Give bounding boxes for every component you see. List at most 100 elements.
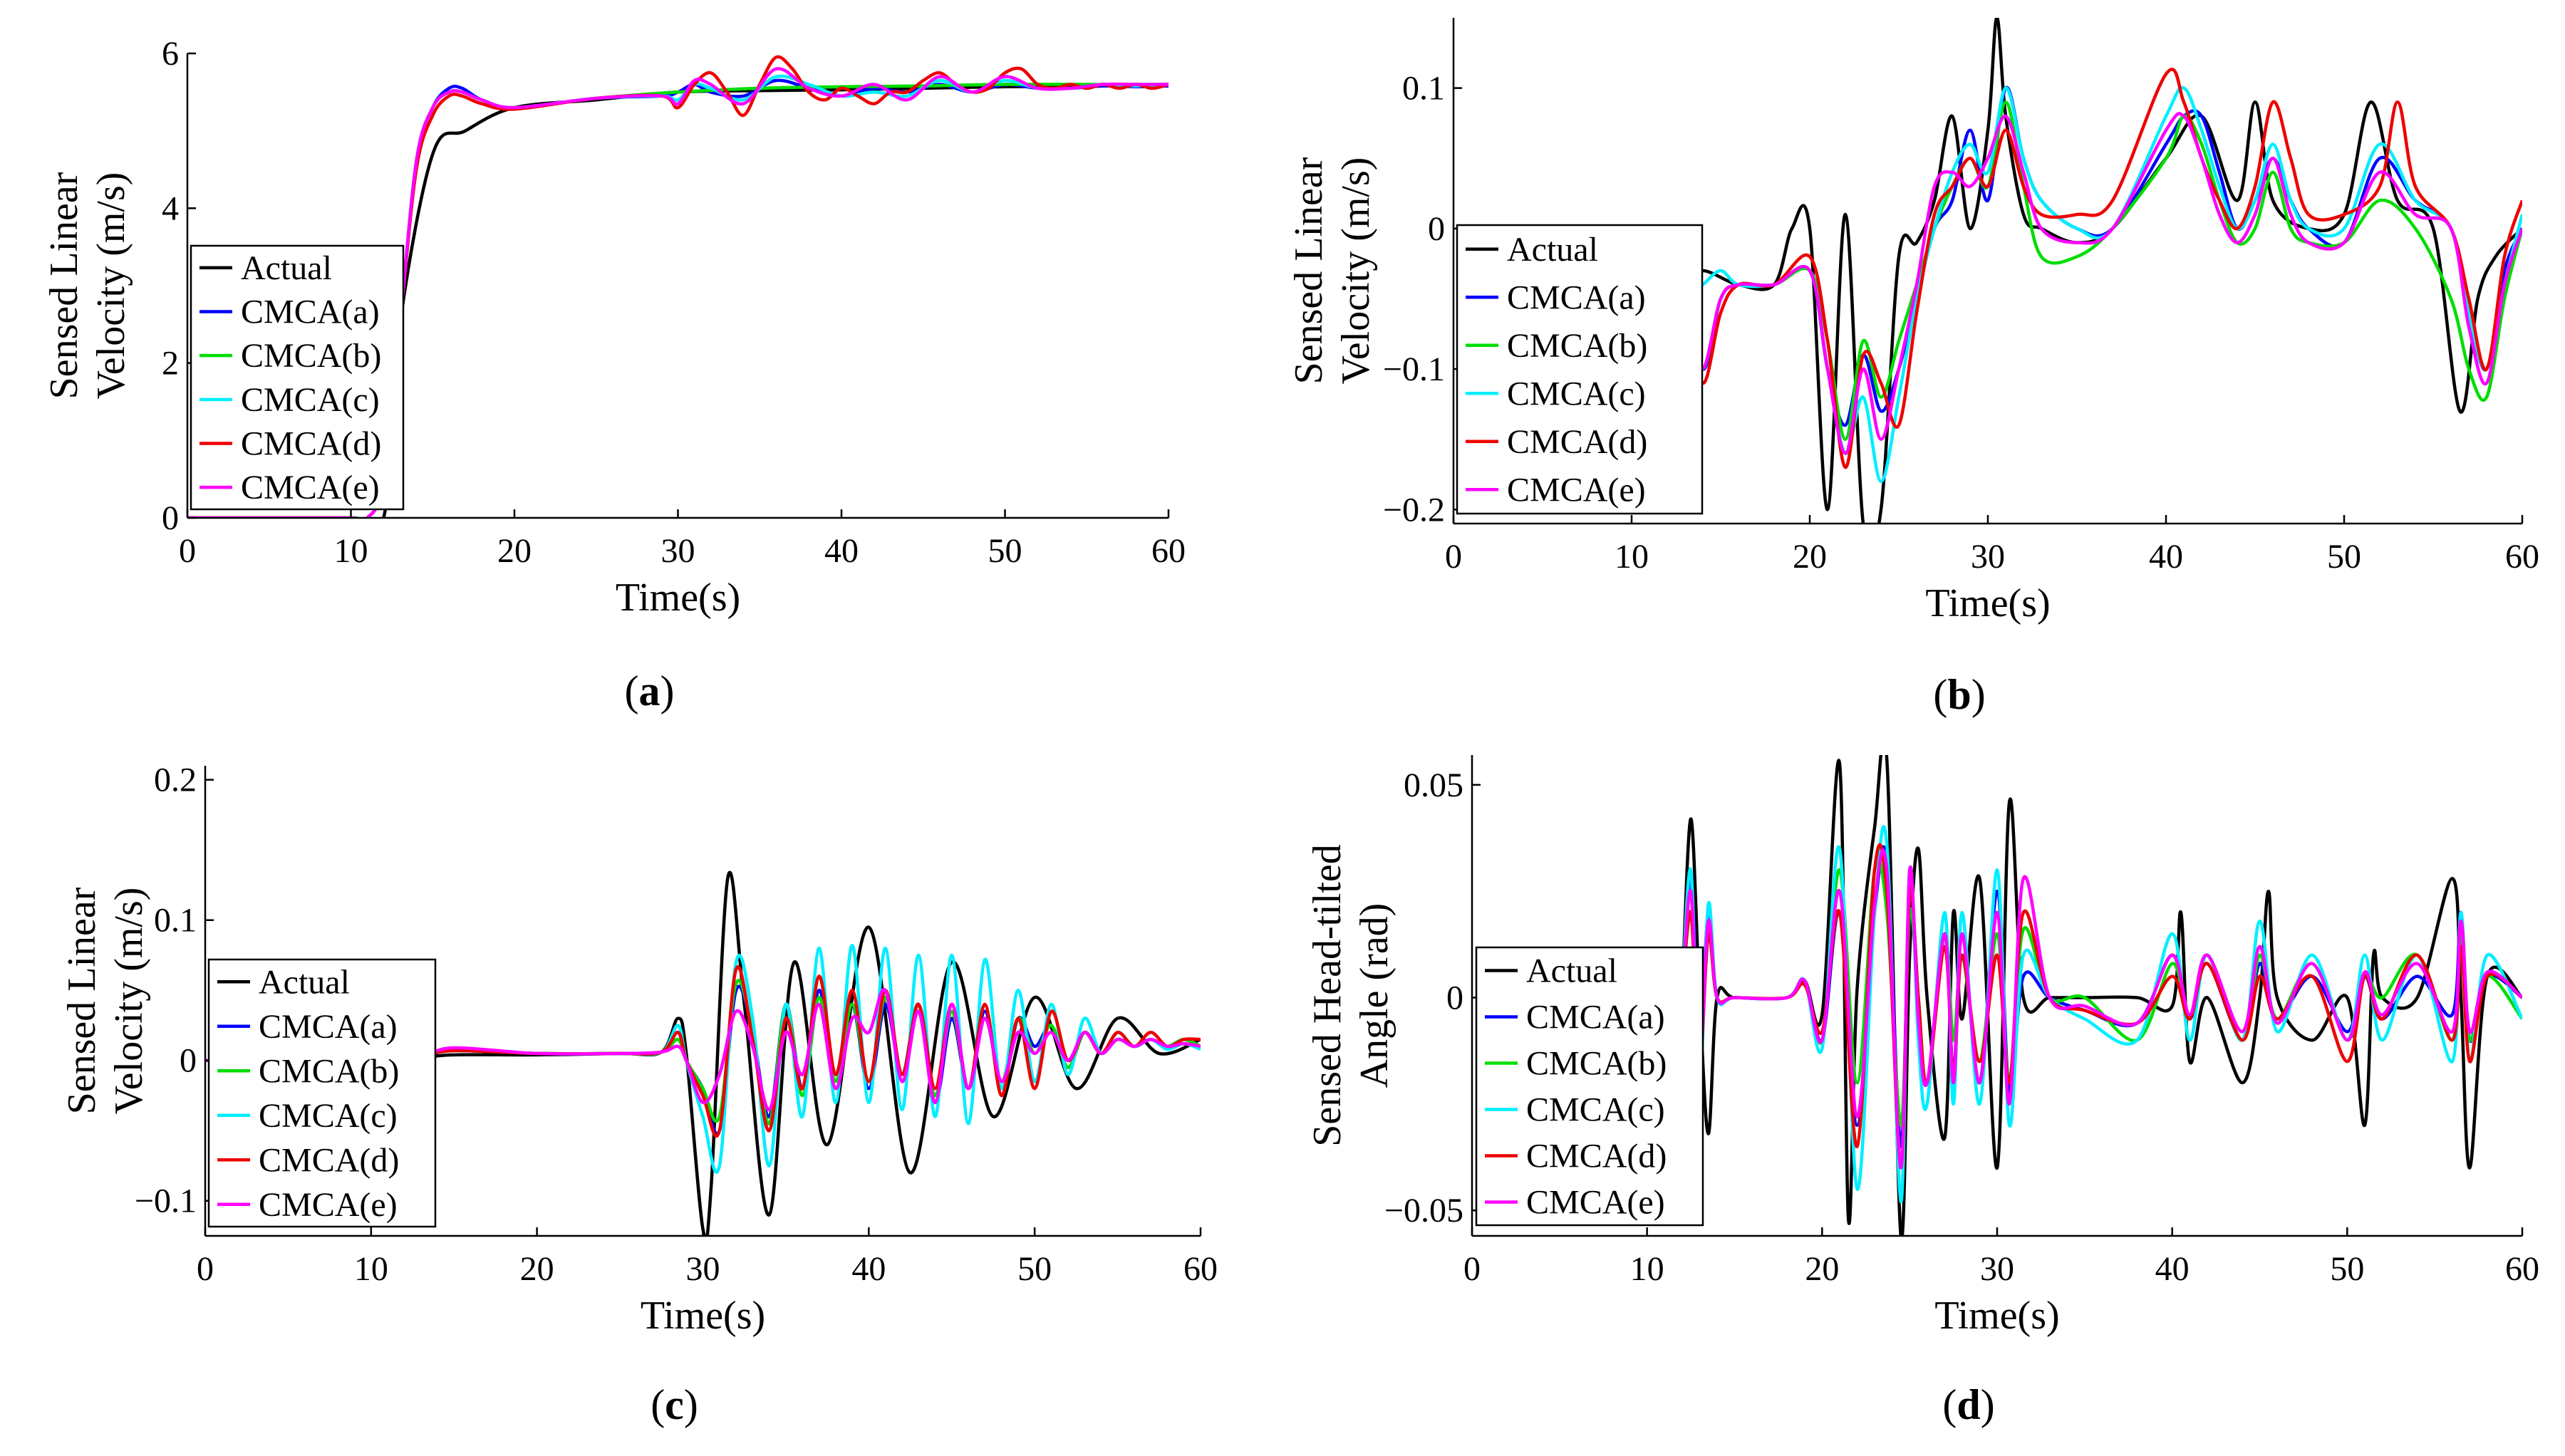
x-tick-label: 50 xyxy=(1017,1250,1052,1288)
panel-b: 0 10 20 30 40 50 60 −0.2 −0.1 0 0.1 Time(s) Sensed L… xyxy=(1287,18,2539,718)
legend-entry-cmcac: CMCA(c) xyxy=(1526,1091,1665,1129)
x-tick-label: 10 xyxy=(334,532,368,570)
y-tick-label: 0 xyxy=(1446,979,1463,1016)
x-tick-label: 40 xyxy=(2155,1250,2190,1288)
y-tick-label: 6 xyxy=(162,35,179,73)
series-line-actual xyxy=(1684,18,2522,524)
legend-entry-cmcac: CMCA(c) xyxy=(1507,375,1646,412)
panel-label: (c) xyxy=(651,1381,698,1428)
y-tick-label: 2 xyxy=(162,345,179,383)
y-tick-label: −0.1 xyxy=(1383,350,1445,388)
y-tick-label: 4 xyxy=(162,189,179,227)
series-line-cmcae xyxy=(1680,848,2522,1170)
y-tick-label: −0.2 xyxy=(1383,491,1445,529)
legend-box xyxy=(190,244,405,511)
legend-entry-cmcac: CMCA(c) xyxy=(259,1097,398,1135)
legend-entry-cmcae: CMCA(e) xyxy=(1507,471,1646,509)
y-axis-label-line2: Velocity (m/s) xyxy=(1334,157,1378,385)
series-line-actual xyxy=(1680,755,2522,1236)
y-tick-label: −0.05 xyxy=(1384,1192,1463,1229)
legend-entry-cmcab: CMCA(b) xyxy=(259,1052,399,1090)
legend-entry-actual: Actual xyxy=(1507,231,1598,269)
x-tick-label: 20 xyxy=(520,1250,554,1288)
x-tick-label: 0 xyxy=(1445,538,1462,576)
legend-entry-cmcab: CMCA(b) xyxy=(1526,1045,1667,1083)
x-tick-label: 60 xyxy=(2505,538,2539,576)
panel-label: (d) xyxy=(1942,1381,1994,1428)
legend: Actual CMCA(a) CMCA(b) CMCA(c) CMCA(d) CMCA(e… xyxy=(207,958,437,1228)
x-tick-label: 10 xyxy=(1615,538,1649,576)
legend-entry-cmcaa: CMCA(a) xyxy=(259,1008,398,1046)
x-tick-label: 40 xyxy=(824,532,859,570)
legend-entry-cmcad: CMCA(d) xyxy=(1526,1138,1667,1175)
y-axis-label-line1: Sensed Head-tilted xyxy=(1305,844,1349,1147)
x-axis-label: Time(s) xyxy=(1925,581,2050,625)
y-tick-label: 0.1 xyxy=(154,902,197,940)
legend-entry-cmcaa: CMCA(a) xyxy=(241,293,380,331)
y-axis-label-line1: Sensed Linear xyxy=(60,887,104,1114)
y-tick-label: 0.1 xyxy=(1402,70,1445,108)
y-tick-label: 0 xyxy=(162,499,179,537)
x-tick-label: 40 xyxy=(851,1250,886,1288)
series-line-cmcad xyxy=(187,55,1168,518)
series-group xyxy=(1680,755,2522,1236)
legend-entry-cmcae: CMCA(e) xyxy=(241,469,380,506)
x-tick-label: 20 xyxy=(1793,538,1827,576)
x-axis-label: Time(s) xyxy=(641,1294,765,1338)
x-tick-label: 30 xyxy=(1971,538,2005,576)
legend-entry-cmcac: CMCA(c) xyxy=(241,381,380,419)
x-tick-label: 60 xyxy=(1151,532,1186,570)
y-tick-label: 0.2 xyxy=(154,761,197,799)
x-tick-label: 50 xyxy=(988,532,1022,570)
series-group xyxy=(205,870,1201,1236)
x-tick-label: 60 xyxy=(1183,1250,1218,1288)
y-tick-label: 0 xyxy=(180,1042,197,1080)
x-tick-label: 40 xyxy=(2149,538,2183,576)
series-line-cmcae xyxy=(1683,112,2522,455)
legend-entry-cmcab: CMCA(b) xyxy=(241,337,381,375)
legend: Actual CMCA(a) CMCA(b) CMCA(c) CMCA(d) CMCA(e… xyxy=(1456,224,1704,515)
legend-entry-actual: Actual xyxy=(1526,952,1617,990)
x-tick-label: 10 xyxy=(354,1250,388,1288)
x-tick-label: 0 xyxy=(1463,1250,1481,1288)
x-tick-label: 10 xyxy=(1630,1250,1664,1288)
y-axis-label-line2: Velocity (m/s) xyxy=(89,172,133,400)
legend-entry-actual: Actual xyxy=(241,249,332,287)
x-axis-label: Time(s) xyxy=(1934,1294,2059,1338)
x-tick-label: 30 xyxy=(686,1250,720,1288)
legend-entry-cmcaa: CMCA(a) xyxy=(1507,279,1646,316)
y-axis-label-line2: Velocity (m/s) xyxy=(107,888,151,1115)
legend-entry-cmcaa: CMCA(a) xyxy=(1526,999,1665,1036)
y-tick-label: 0 xyxy=(1428,210,1445,248)
x-axis-label: Time(s) xyxy=(616,576,740,620)
legend-entry-cmcad: CMCA(d) xyxy=(241,425,381,463)
legend-box xyxy=(1475,946,1704,1227)
legend: Actual CMCA(a) CMCA(b) CMCA(c) CMCA(d) CMCA(e… xyxy=(1475,946,1704,1227)
legend-entry-cmcab: CMCA(b) xyxy=(1507,327,1647,365)
legend-box xyxy=(207,958,437,1228)
series-line-cmcac xyxy=(1684,85,2522,484)
panel-label: (b) xyxy=(1933,671,1985,718)
x-tick-label: 50 xyxy=(2330,1250,2364,1288)
series-line-cmcad xyxy=(1683,68,2522,469)
x-tick-label: 30 xyxy=(1980,1250,2014,1288)
x-tick-label: 30 xyxy=(661,532,695,570)
x-tick-label: 60 xyxy=(2505,1250,2539,1288)
y-axis-label-line1: Sensed Linear xyxy=(42,172,86,399)
x-tick-label: 0 xyxy=(179,532,196,570)
y-axis-label-line1: Sensed Linear xyxy=(1287,157,1331,384)
legend-entry-cmcad: CMCA(d) xyxy=(1507,423,1647,461)
legend: Actual CMCA(a) CMCA(b) CMCA(c) CMCA(d) CMCA(e… xyxy=(190,244,405,511)
x-tick-label: 50 xyxy=(2327,538,2361,576)
y-tick-label: 0.05 xyxy=(1404,766,1463,804)
x-tick-label: 20 xyxy=(1805,1250,1839,1288)
legend-entry-cmcad: CMCA(d) xyxy=(259,1141,399,1179)
legend-entry-cmcae: CMCA(e) xyxy=(259,1186,398,1224)
y-axis-label-line2: Angle (rad) xyxy=(1352,903,1396,1088)
series-group xyxy=(1683,18,2522,524)
panel-a: 0 10 20 30 40 50 60 0 2 4 6 Time(s) Sensed Linear Vel… xyxy=(42,35,1186,714)
legend-box xyxy=(1456,224,1704,515)
y-tick-label: −0.1 xyxy=(135,1182,197,1220)
